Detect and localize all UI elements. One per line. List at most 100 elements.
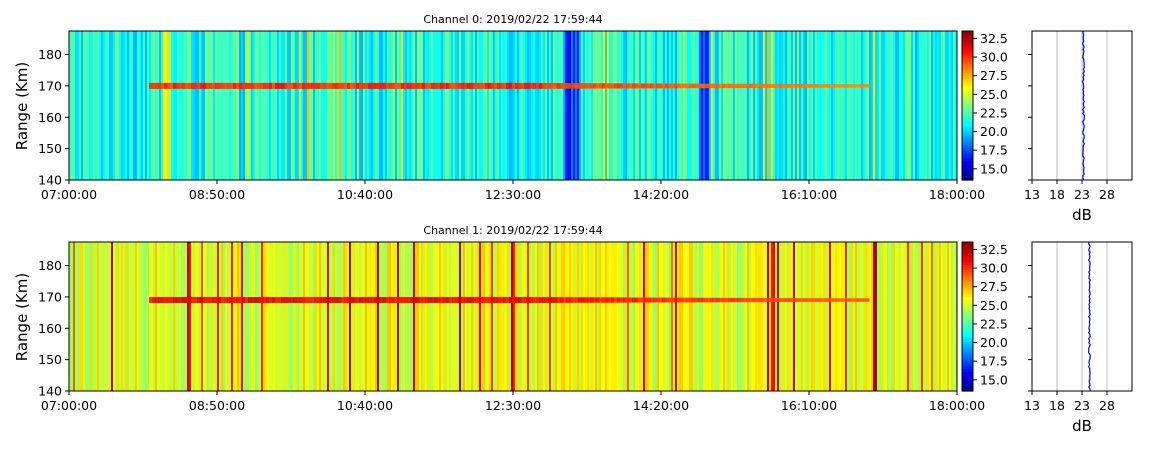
- echo-layer-segment: [581, 83, 585, 89]
- heatmap-column: [247, 242, 250, 391]
- echo-layer-segment: [239, 82, 243, 89]
- echo-layer-segment: [182, 297, 186, 304]
- echo-layer-segment: [572, 83, 576, 89]
- heatmap-column: [79, 242, 82, 391]
- heatmap-column: [111, 31, 114, 180]
- heatmap-column: [895, 31, 898, 180]
- heatmap-column: [943, 31, 946, 180]
- heatmap-column: [271, 31, 274, 180]
- heatmap-column: [557, 31, 560, 180]
- echo-layer-segment: [806, 298, 810, 302]
- heatmap-column: [569, 242, 572, 391]
- colorbar-step: [962, 83, 973, 87]
- colorbar-step: [962, 157, 973, 161]
- heatmap-column: [869, 31, 872, 180]
- heatmap-column: [519, 242, 522, 391]
- echo-layer-segment: [158, 297, 162, 304]
- echo-layer-segment: [446, 82, 450, 89]
- heatmap-column: [941, 242, 944, 391]
- heatmap-column: [191, 31, 194, 180]
- heatmap-column: [649, 31, 652, 180]
- heatmap-column: [139, 242, 142, 391]
- heatmap-column: [647, 31, 650, 180]
- heatmap-column: [911, 242, 914, 391]
- echo-layer-segment: [851, 298, 855, 302]
- echo-layer-segment: [626, 297, 630, 303]
- heatmap-column: [779, 242, 782, 391]
- heatmap-column: [217, 31, 220, 180]
- echo-layer-segment: [350, 82, 354, 89]
- colorbar-step: [962, 366, 973, 370]
- heatmap-column: [667, 242, 670, 391]
- echo-layer-segment: [221, 297, 225, 304]
- heatmap-column: [601, 31, 604, 180]
- echo-layer-segment: [269, 82, 273, 89]
- heatmap-column: [173, 31, 176, 180]
- echo-layer-segment: [740, 83, 744, 89]
- echo-layer-segment: [326, 297, 330, 304]
- echo-layer-segment: [452, 297, 456, 304]
- heatmap-column: [451, 31, 454, 180]
- echo-layer-segment: [521, 297, 525, 304]
- heatmap-column: [239, 242, 242, 391]
- echo-layer-segment: [287, 297, 291, 304]
- heatmap-column: [737, 242, 740, 391]
- heatmap-column: [807, 242, 810, 391]
- colorbar-step: [962, 117, 973, 121]
- heatmap-column: [563, 242, 566, 391]
- heatmap-column: [405, 31, 408, 180]
- heatmap-column: [939, 31, 942, 180]
- heatmap-column: [481, 31, 484, 180]
- echo-layer-segment: [437, 297, 441, 304]
- profile-line: [1087, 241, 1091, 392]
- echo-layer-segment: [866, 298, 870, 302]
- heatmap-column: [115, 31, 118, 180]
- echo-layer-segment: [491, 82, 495, 89]
- echo-layer-segment: [467, 82, 471, 89]
- heatmap-column: [783, 242, 786, 391]
- echo-layer-segment: [614, 83, 618, 89]
- echo-layer-segment: [284, 82, 288, 89]
- heatmap-column: [525, 242, 528, 391]
- profile-x-tick-label: 28: [1099, 187, 1115, 202]
- heatmap-column: [461, 242, 464, 391]
- heatmap-column: [643, 31, 646, 180]
- echo-layer-segment: [650, 83, 654, 89]
- echo-layer-segment: [476, 82, 480, 89]
- heatmap-column: [149, 242, 152, 391]
- heatmap-column: [225, 31, 228, 180]
- heatmap-column: [219, 242, 222, 391]
- heatmap-column: [103, 242, 106, 391]
- heatmap-column: [501, 242, 504, 391]
- heatmap-column: [213, 242, 216, 391]
- echo-layer-segment: [398, 82, 402, 89]
- heatmap-column: [95, 31, 98, 180]
- heatmap-column: [181, 31, 184, 180]
- heatmap-column: [495, 31, 498, 180]
- heatmap-column: [901, 31, 904, 180]
- colorbar-step: [962, 68, 973, 72]
- heatmap-column: [885, 31, 888, 180]
- heatmap-column: [615, 31, 618, 180]
- heatmap-column: [813, 242, 816, 391]
- x-tick-label: 14:20:00: [633, 187, 689, 202]
- heatmap-column: [169, 31, 172, 180]
- y-tick-label: 140: [38, 384, 62, 399]
- heatmap-column: [953, 242, 956, 391]
- heatmap-column: [201, 31, 204, 180]
- echo-layer-segment: [191, 297, 195, 304]
- echo-layer-segment: [677, 297, 681, 303]
- heatmap-column: [261, 31, 264, 180]
- heatmap-column: [517, 242, 520, 391]
- channel-0-panel: Channel 0: 2019/02/22 17:59:44 140150160…: [13, 13, 1133, 224]
- echo-layer-segment: [671, 83, 675, 89]
- heatmap-column: [521, 31, 524, 180]
- heatmap-column: [879, 31, 882, 180]
- echo-layer-segment: [734, 83, 738, 89]
- echo-layer-segment: [260, 297, 264, 304]
- heatmap-column: [623, 31, 626, 180]
- echo-layer-segment: [746, 297, 750, 303]
- echo-layer-segment: [272, 82, 276, 89]
- heatmap-column: [175, 242, 178, 391]
- echo-layer-segment: [584, 83, 588, 89]
